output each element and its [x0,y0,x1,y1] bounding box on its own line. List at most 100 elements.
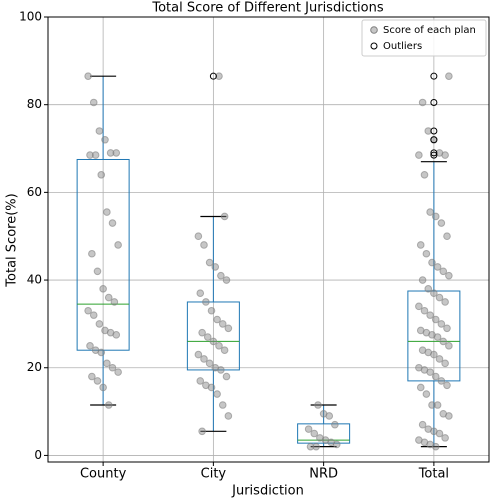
legend-marker [370,42,378,50]
point [443,381,451,390]
box [407,290,461,382]
point [218,401,227,409]
point [443,232,451,241]
legend-box [361,19,487,57]
point [418,98,427,107]
point [420,306,429,315]
point [224,412,233,420]
point [445,72,453,80]
point [431,442,440,451]
point [418,420,427,429]
point [196,377,205,385]
point [325,412,334,420]
chart-title: Total Score of Different Jurisdictions [151,1,384,16]
point [422,249,431,258]
point [445,342,453,350]
point [441,434,449,442]
point [437,377,446,385]
point [198,328,206,337]
point [211,263,220,271]
point [103,208,111,216]
point [430,289,438,298]
point [207,306,216,315]
legend-marker [370,26,378,34]
point [310,429,319,438]
point [424,127,433,135]
point [445,271,453,280]
point [99,285,107,293]
point [304,425,313,433]
point [220,346,229,355]
point [114,368,122,376]
point [437,320,446,328]
point [428,401,436,409]
point [86,342,94,350]
point [215,72,223,80]
outlier [430,72,438,80]
point [441,298,449,306]
point [213,315,221,324]
point [437,219,446,227]
point [439,337,448,346]
point [200,241,208,249]
point [95,127,104,135]
point [217,271,225,280]
plot-frame [47,16,490,463]
point [424,285,433,293]
point [89,98,98,107]
point [445,412,453,420]
point [99,383,107,392]
point [428,258,436,267]
point [104,293,113,302]
point [203,333,212,341]
point [224,324,233,333]
point [331,420,339,429]
legend-label: Score of each plan [383,25,476,36]
point [93,377,102,385]
point [314,401,322,409]
point [88,372,96,381]
point [108,363,117,372]
point [207,383,216,392]
point [433,401,442,409]
point [112,331,121,339]
point [103,359,111,368]
point [415,302,423,311]
point [215,342,223,350]
point [198,427,206,436]
point [435,293,444,302]
point [312,442,320,451]
point [84,306,92,315]
point [110,298,119,306]
y-tick-label: 20 [27,360,42,374]
point [430,350,438,359]
point [217,366,225,374]
point [95,320,104,328]
point [209,337,218,346]
point [439,267,448,276]
point [416,383,425,392]
point [194,232,203,241]
y-tick-label: 80 [27,97,42,111]
point [431,315,440,324]
point [306,442,315,451]
point [441,151,449,159]
x-tick-label: Total [418,467,449,482]
point [97,348,106,357]
point [114,241,122,249]
point [426,368,434,376]
point [112,149,121,157]
outlier [430,136,438,144]
point [422,390,431,398]
point [416,241,425,249]
point [97,171,106,179]
point [418,276,427,284]
y-tick-label: 0 [34,448,42,462]
point [84,72,92,80]
point [93,267,102,276]
point [420,171,429,179]
point [433,263,442,271]
point [415,151,423,159]
point [89,311,98,319]
